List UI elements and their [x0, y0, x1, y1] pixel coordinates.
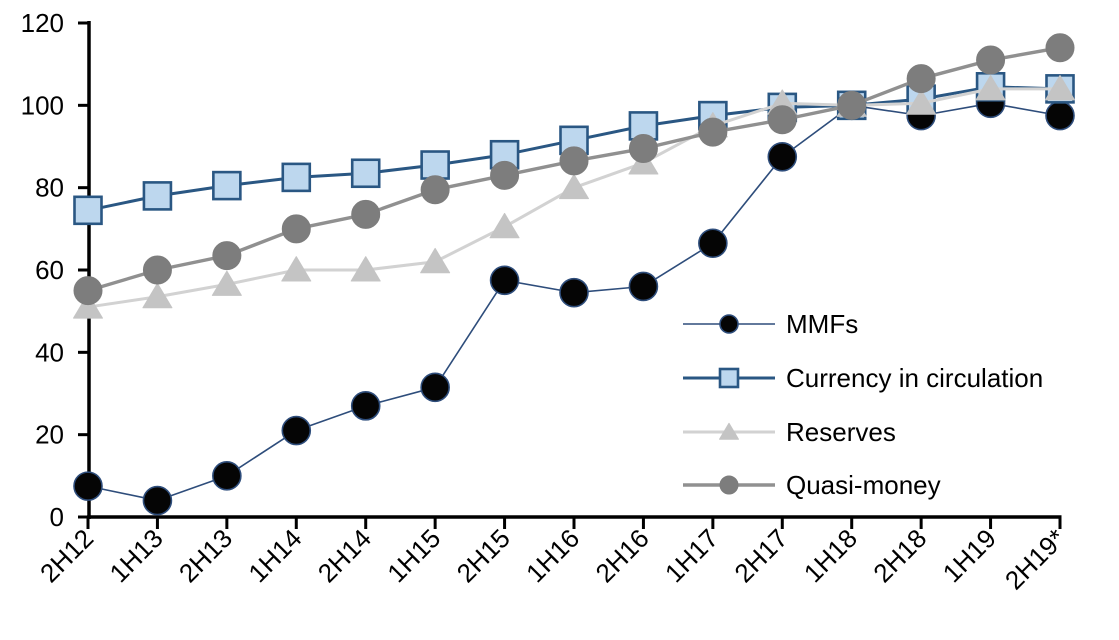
marker-mmfs: [767, 141, 798, 172]
marker-mmfs: [559, 277, 589, 308]
x-tick-label: 2H17: [728, 523, 793, 588]
marker-quasi-money: [351, 199, 381, 229]
legend-marker-mmfs: [719, 314, 739, 334]
x-tick-label: 1H14: [242, 523, 307, 588]
legend-label-reserves: Reserves: [786, 417, 896, 447]
marker-quasi-money: [490, 160, 520, 190]
x-tick-label: 2H19*: [999, 523, 1071, 595]
legend-marker-quasi-money: [719, 475, 739, 495]
marker-mmfs: [73, 471, 103, 501]
x-tick-label: 1H16: [520, 523, 585, 588]
marker-quasi-money: [1045, 33, 1075, 63]
legend-label-currency-in-circulation: Currency in circulation: [786, 363, 1043, 393]
marker-quasi-money: [559, 146, 589, 176]
marker-reserves: [420, 247, 451, 274]
x-tick-label: 1H13: [104, 523, 169, 588]
marker-reserves: [489, 212, 520, 239]
legend-item-mmfs: MMFs: [683, 309, 858, 339]
x-tick-label: 2H16: [590, 523, 655, 588]
marker-mmfs: [420, 372, 450, 403]
x-tick-label: 1H19: [937, 523, 1002, 588]
marker-mmfs: [350, 391, 381, 421]
legend-item-currency-in-circulation: Currency in circulation: [683, 363, 1043, 393]
marker-quasi-money: [906, 64, 936, 94]
y-tick-label: 60: [35, 255, 64, 285]
marker-currency-in-circulation: [420, 150, 450, 180]
series-quasi-money: [73, 33, 1075, 306]
legend-marker-reserves: [719, 422, 739, 440]
x-tick-label: 2H13: [173, 523, 238, 588]
x-tick-label: 2H12: [34, 523, 99, 588]
legend-item-reserves: Reserves: [683, 417, 896, 447]
marker-mmfs: [142, 485, 173, 516]
marker-reserves: [73, 293, 103, 319]
marker-currency-in-circulation: [73, 195, 103, 226]
legend-item-quasi-money: Quasi-money: [683, 470, 941, 500]
marker-reserves: [281, 256, 312, 282]
marker-mmfs: [489, 265, 520, 296]
legend-label-mmfs: MMFs: [786, 309, 858, 339]
y-tick-label: 120: [21, 8, 64, 38]
marker-currency-in-circulation: [142, 181, 173, 211]
x-tick-label: 1H15: [381, 523, 446, 588]
marker-mmfs: [281, 415, 312, 446]
x-tick-label: 2H15: [451, 523, 516, 588]
marker-reserves: [211, 270, 242, 296]
marker-reserves: [350, 256, 381, 282]
marker-quasi-money: [698, 117, 728, 147]
marker-quasi-money: [976, 45, 1006, 75]
x-tick-label: 2H18: [867, 523, 932, 588]
marker-quasi-money: [420, 175, 450, 205]
marker-reserves: [559, 173, 589, 200]
marker-currency-in-circulation: [489, 139, 520, 170]
legend-label-quasi-money: Quasi-money: [786, 470, 941, 500]
marker-quasi-money: [212, 241, 242, 271]
marker-mmfs: [212, 461, 242, 491]
y-tick-label: 100: [21, 90, 64, 120]
y-tick-label: 0: [50, 502, 64, 532]
marker-currency-in-circulation: [281, 162, 312, 193]
marker-quasi-money: [73, 276, 103, 306]
x-tick-label: 1H18: [798, 523, 863, 588]
marker-reserves: [142, 282, 173, 309]
marker-mmfs: [1045, 100, 1075, 131]
y-tick-label: 80: [35, 173, 64, 203]
x-tick-label: 1H17: [659, 523, 724, 588]
legend: MMFs Currency in circulation Reserves Quasi…: [683, 309, 1043, 500]
marker-quasi-money: [142, 255, 172, 285]
marker-currency-in-circulation: [212, 170, 242, 201]
marker-reserves: [906, 89, 937, 115]
marker-reserves: [975, 75, 1006, 101]
x-tick-label: 2H14: [312, 523, 377, 588]
marker-quasi-money: [837, 90, 867, 120]
marker-mmfs: [628, 271, 659, 302]
marker-quasi-money: [628, 134, 658, 164]
marker-reserves: [1045, 75, 1075, 101]
marker-currency-in-circulation: [350, 158, 381, 189]
legend-marker-currency-in-circulation: [718, 367, 740, 389]
y-tick-label: 40: [35, 337, 64, 367]
marker-quasi-money: [767, 105, 797, 135]
marker-quasi-money: [281, 214, 311, 244]
y-tick-label: 20: [35, 420, 64, 450]
marker-mmfs: [698, 228, 728, 259]
